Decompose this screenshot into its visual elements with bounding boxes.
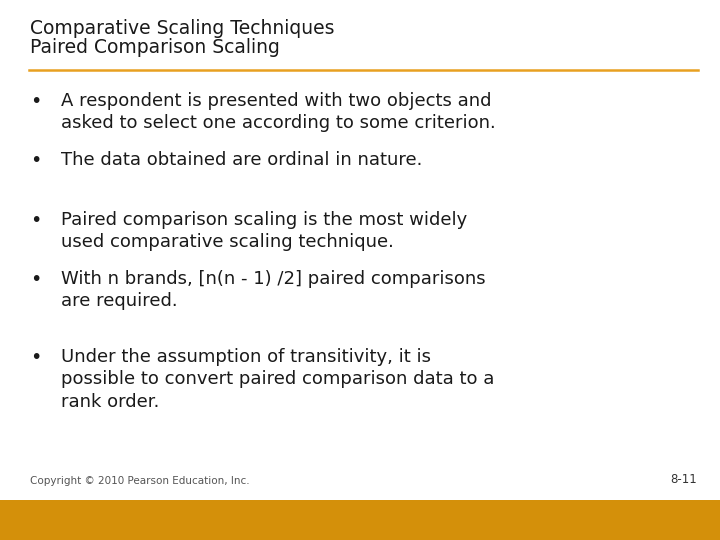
Text: Under the assumption of transitivity, it is
possible to convert paired compariso: Under the assumption of transitivity, it… (61, 348, 495, 411)
Text: 8-11: 8-11 (670, 473, 697, 486)
Text: Paired comparison scaling is the most widely
used comparative scaling technique.: Paired comparison scaling is the most wi… (61, 211, 467, 251)
Text: •: • (30, 92, 42, 111)
FancyBboxPatch shape (0, 500, 720, 540)
Text: Comparative Scaling Techniques: Comparative Scaling Techniques (30, 19, 335, 38)
Text: With n brands, [n(n - 1) /2] paired comparisons
are required.: With n brands, [n(n - 1) /2] paired comp… (61, 270, 486, 310)
Text: Copyright © 2010 Pearson Education, Inc.: Copyright © 2010 Pearson Education, Inc. (30, 476, 250, 486)
Text: •: • (30, 151, 42, 170)
Text: Paired Comparison Scaling: Paired Comparison Scaling (30, 38, 280, 57)
Text: •: • (30, 211, 42, 229)
Text: The data obtained are ordinal in nature.: The data obtained are ordinal in nature. (61, 151, 423, 169)
Text: •: • (30, 348, 42, 367)
Text: A respondent is presented with two objects and
asked to select one according to : A respondent is presented with two objec… (61, 92, 496, 132)
Text: •: • (30, 270, 42, 289)
